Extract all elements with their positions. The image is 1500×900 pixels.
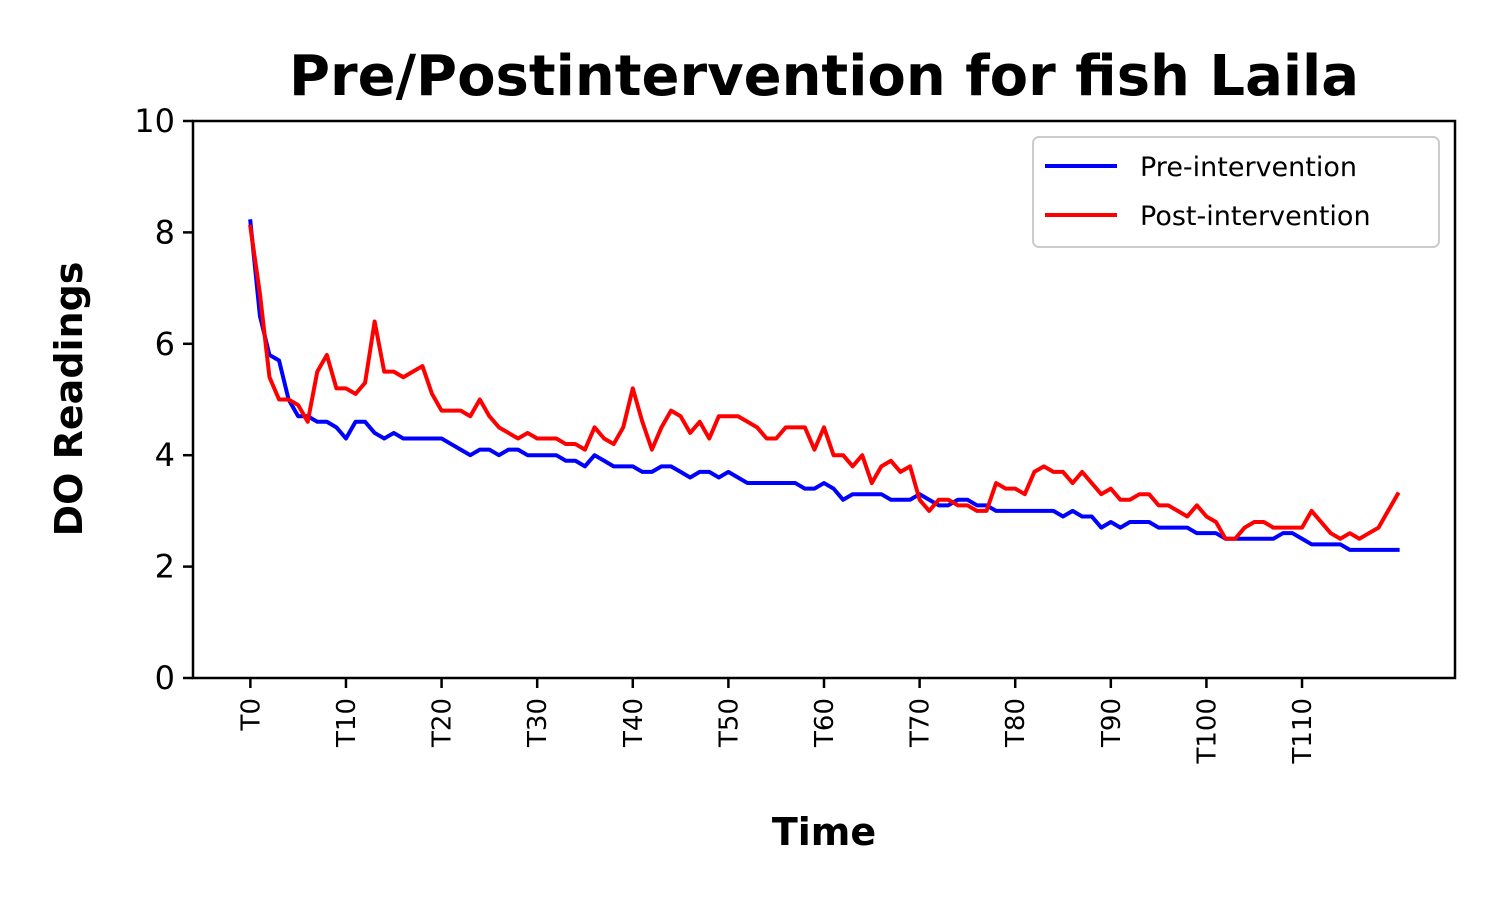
plot-area [248, 219, 1401, 552]
x-axis-label: Time [772, 810, 876, 854]
x-tick-label: T10 [332, 698, 362, 748]
legend-box [1032, 136, 1440, 248]
series-line-pre-intervention [248, 219, 1400, 552]
legend-label-post: Post-intervention [1140, 201, 1371, 232]
legend-label-pre: Pre-intervention [1140, 152, 1357, 183]
chart-title: Pre/Postintervention for fish Laila [289, 44, 1359, 109]
y-tick-label: 0 [155, 659, 175, 697]
y-tick-label: 2 [155, 548, 175, 586]
x-tick-label: T50 [714, 698, 744, 748]
x-tick-label: T40 [619, 698, 649, 748]
legend: Pre-intervention Post-intervention [1032, 136, 1440, 248]
x-tick-label: T0 [236, 698, 266, 731]
y-tick-label: 10 [134, 102, 175, 140]
y-axis: 0 2 4 6 8 10 [134, 102, 193, 697]
x-tick-label: T20 [428, 698, 458, 748]
y-axis-label: DO Readings [47, 262, 91, 537]
x-axis: T0 T10 T20 T30 T40 T50 T60 T70 T80 T90 T100 T110 [236, 678, 1318, 765]
x-tick-label: T60 [810, 698, 840, 748]
y-tick-label: 8 [155, 213, 175, 251]
y-tick-label: 4 [155, 436, 175, 474]
x-tick-label: T90 [1097, 698, 1127, 748]
x-tick-label: T30 [523, 698, 553, 748]
x-tick-label: T80 [1001, 698, 1031, 748]
x-tick-label: T110 [1288, 698, 1318, 765]
series-line-post-intervention [248, 224, 1401, 541]
x-tick-label: T70 [906, 698, 936, 748]
y-tick-label: 6 [155, 325, 175, 363]
x-tick-label: T100 [1192, 698, 1222, 765]
